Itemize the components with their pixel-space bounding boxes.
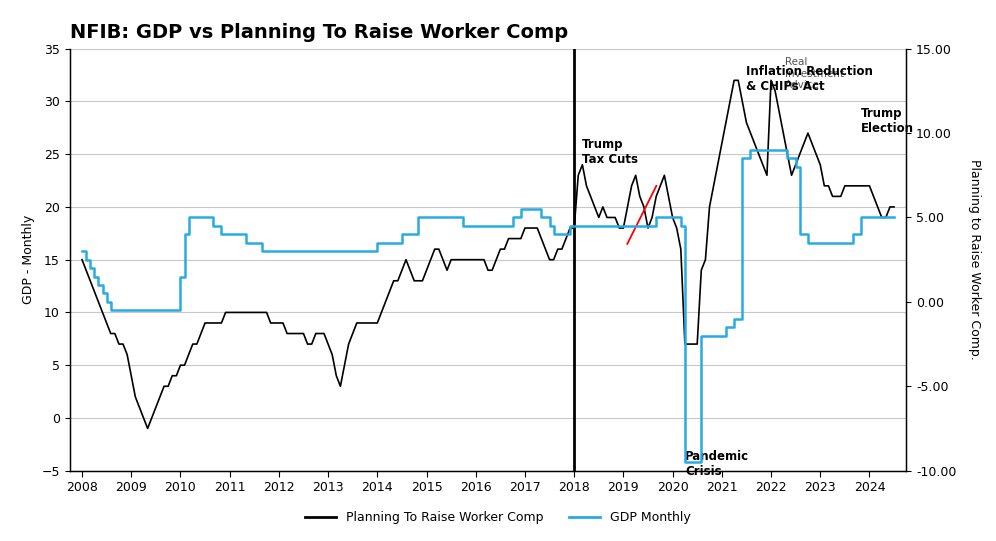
Legend: Planning To Raise Worker Comp, GDP Monthly: Planning To Raise Worker Comp, GDP Month…: [300, 506, 696, 529]
Text: Inflation Reduction
& CHIPs Act: Inflation Reduction & CHIPs Act: [746, 64, 873, 93]
Y-axis label: GDP - Monthly: GDP - Monthly: [22, 215, 35, 304]
Text: Trump
Tax Cuts: Trump Tax Cuts: [582, 138, 637, 167]
Y-axis label: Planning to Raise Worker Comp.: Planning to Raise Worker Comp.: [968, 159, 981, 360]
Text: Real
Investment
Advice: Real Investment Advice: [785, 57, 844, 90]
Text: NFIB: GDP vs Planning To Raise Worker Comp: NFIB: GDP vs Planning To Raise Worker Co…: [70, 23, 568, 42]
Text: Trump
Election: Trump Election: [862, 107, 914, 135]
Text: Pandemic
Crisis: Pandemic Crisis: [685, 450, 749, 478]
